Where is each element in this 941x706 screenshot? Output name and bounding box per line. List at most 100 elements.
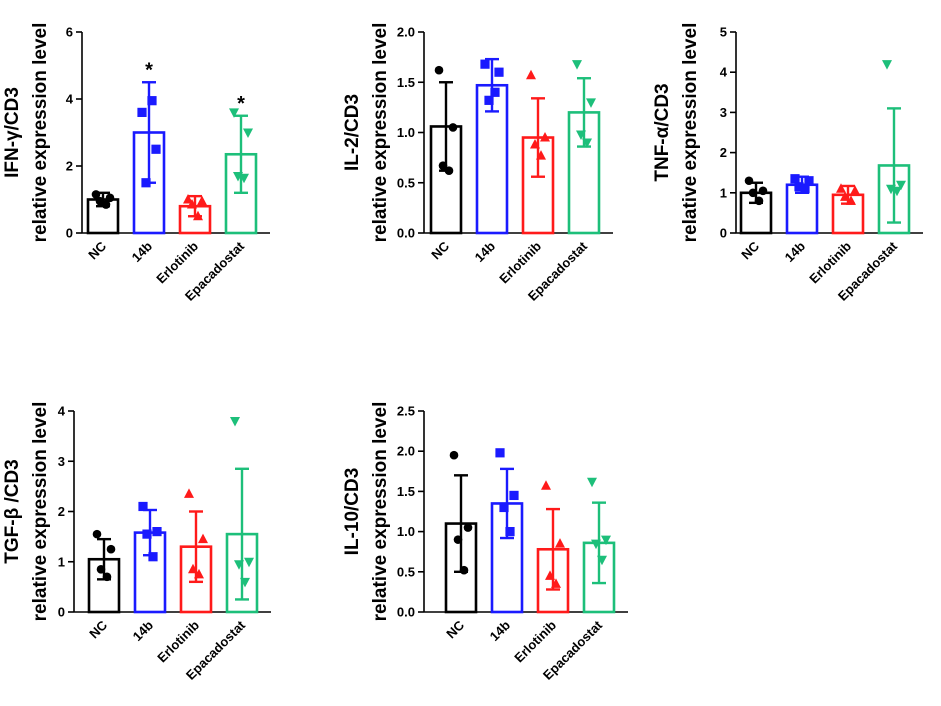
y-tick-label: 0.5 — [397, 175, 415, 190]
y-tick-label: 6 — [66, 25, 73, 40]
data-point — [555, 538, 565, 548]
y-axis-label: IL-10/CD3 — [342, 468, 363, 556]
y-tick-label: 2.0 — [397, 444, 415, 459]
y-tick-label: 2.0 — [397, 25, 415, 40]
y-axis-label-secondary: relative expression level — [680, 23, 701, 243]
y-axis-label: TGF-β /CD3 — [2, 459, 23, 563]
data-point — [490, 87, 500, 97]
x-category-label: Erlotinib — [806, 238, 854, 286]
x-category-label: 14b — [129, 238, 155, 264]
y-tick-label: 1 — [720, 185, 727, 200]
data-point — [240, 577, 250, 588]
data-point — [198, 533, 208, 544]
data-point — [229, 108, 239, 118]
bar-epacadostat — [567, 111, 601, 235]
y-tick-label: 1.5 — [397, 75, 415, 90]
x-category-label: NC — [428, 238, 452, 262]
data-point — [188, 563, 198, 574]
y-tick-label: 3 — [720, 105, 727, 120]
data-point — [794, 182, 804, 192]
data-point — [484, 95, 494, 105]
x-category-label: NC — [85, 238, 109, 262]
y-tick-label: 0 — [58, 605, 65, 620]
x-category-label: Erlotinib — [496, 238, 544, 286]
data-point — [597, 555, 607, 566]
significance-marker: * — [237, 93, 245, 115]
data-point — [463, 523, 473, 532]
y-axis-label-secondary: relative expression level — [30, 402, 51, 622]
x-category-label: Erlotinib — [154, 617, 202, 665]
data-point — [243, 128, 253, 138]
data-point — [193, 210, 203, 221]
x-category-label: 14b — [782, 238, 808, 264]
data-point — [448, 123, 458, 132]
data-point — [896, 180, 906, 191]
data-point — [194, 568, 204, 579]
data-point — [505, 527, 515, 537]
y-tick-label: 0 — [720, 226, 727, 241]
data-point — [187, 199, 197, 209]
data-point — [748, 188, 758, 198]
data-point — [754, 196, 764, 206]
x-category-label: NC — [86, 617, 110, 641]
data-point — [892, 186, 902, 197]
data-point — [480, 59, 490, 69]
y-tick-label: 3 — [58, 454, 65, 469]
significance-marker: * — [145, 59, 153, 81]
data-point — [91, 190, 101, 199]
data-point — [495, 448, 505, 458]
chart-panel-3: TNF-α/CD3 relative expression level 0 1 2 3 4 5… — [652, 23, 923, 304]
y-tick-label: 0.5 — [397, 564, 415, 579]
data-point — [601, 535, 611, 546]
data-point — [239, 173, 249, 184]
data-point — [184, 488, 194, 498]
data-point — [804, 176, 814, 186]
y-tick-label: 2 — [720, 145, 727, 160]
data-point — [234, 560, 244, 570]
y-tick-label: 1 — [58, 554, 65, 569]
data-point — [459, 565, 469, 575]
data-point — [591, 539, 601, 550]
y-tick-label: 2.5 — [397, 404, 415, 419]
x-category-label: Erlotinib — [153, 238, 201, 286]
data-point — [846, 195, 856, 205]
data-point — [536, 150, 546, 160]
y-tick-label: 2 — [58, 504, 65, 519]
y-tick-label: 4 — [58, 404, 66, 419]
y-axis-label: TNF-α/CD3 — [652, 83, 673, 181]
chart-panel-4: TGF-β /CD3 relative expression level 0 1 2 3 4… — [2, 402, 271, 683]
data-point — [587, 477, 597, 488]
data-point — [92, 529, 102, 539]
data-point — [138, 501, 148, 512]
data-point — [790, 174, 800, 184]
data-point — [526, 69, 536, 80]
data-point — [444, 166, 454, 175]
data-point — [800, 184, 810, 194]
data-point — [96, 564, 106, 574]
data-point — [758, 186, 768, 196]
y-tick-label: 0.0 — [397, 605, 415, 620]
data-point — [142, 529, 152, 539]
chart-panel-2: IL-2/CD3 relative expression level 0.0 0.5 1… — [342, 23, 613, 304]
x-category-label: NC — [738, 238, 762, 262]
y-tick-label: 0.0 — [397, 226, 415, 241]
data-point — [141, 178, 151, 188]
data-point — [509, 490, 519, 501]
data-point — [183, 194, 193, 204]
data-point — [434, 65, 444, 75]
y-axis-label: IFN-γ/CD3 — [2, 87, 23, 178]
data-point — [438, 161, 448, 170]
data-point — [586, 98, 596, 108]
x-category-label: 14b — [130, 617, 156, 643]
data-point — [494, 67, 504, 77]
x-category-label: 14b — [472, 238, 498, 264]
x-category-label: NC — [443, 617, 467, 641]
y-tick-label: 1.0 — [397, 524, 415, 539]
data-point — [105, 193, 115, 203]
data-point — [530, 139, 540, 149]
y-tick-label: 1.0 — [397, 125, 415, 140]
data-point — [551, 578, 561, 588]
data-point — [137, 107, 147, 117]
x-category-label: Erlotinib — [511, 617, 559, 665]
